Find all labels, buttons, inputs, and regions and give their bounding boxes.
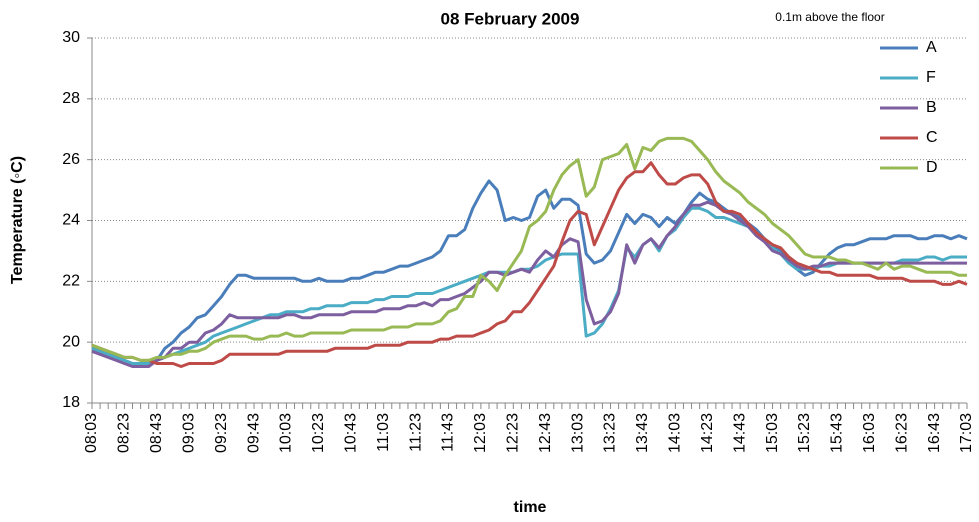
x-tick-label: 12:03 xyxy=(472,413,489,453)
x-tick-label: 11:03 xyxy=(375,413,392,452)
legend-swatch xyxy=(880,166,918,170)
x-axis-label: time xyxy=(514,499,547,516)
legend-swatch xyxy=(880,136,918,140)
chart-subtitle: 0.1m above the floor xyxy=(775,10,884,24)
x-tick-label: 17:03 xyxy=(958,413,975,453)
x-tick-label: 08:43 xyxy=(148,413,165,453)
series-line xyxy=(91,206,967,365)
x-tick-label: 16:23 xyxy=(893,413,910,453)
x-tick-label: 15:03 xyxy=(764,413,781,453)
x-tick-label: 13:03 xyxy=(569,413,586,453)
y-tick-label: 28 xyxy=(62,90,80,107)
y-tick-label: 22 xyxy=(62,273,80,290)
x-tick-label: 12:23 xyxy=(505,413,522,453)
y-tick-label: 24 xyxy=(62,212,80,229)
x-tick-label: 11:43 xyxy=(440,413,457,452)
legend-label: A xyxy=(926,39,937,56)
y-tick-label: 18 xyxy=(62,394,80,411)
x-tick-label: 16:03 xyxy=(861,413,878,453)
x-tick-label: 13:23 xyxy=(602,413,619,453)
y-axis-label: Temperature (◦C) xyxy=(9,156,26,284)
series-line xyxy=(91,136,967,362)
x-tick-label: 10:03 xyxy=(278,413,295,453)
series-line xyxy=(91,161,968,368)
y-tick-label: 30 xyxy=(62,29,80,46)
x-tick-label: 09:03 xyxy=(180,413,197,453)
legend-label: F xyxy=(926,69,936,86)
legend-label: B xyxy=(926,99,937,116)
x-tick-label: 16:43 xyxy=(926,413,943,453)
y-tick-label: 26 xyxy=(62,151,80,168)
legend-swatch xyxy=(880,106,918,110)
series-line xyxy=(91,200,967,368)
series-line xyxy=(91,179,968,365)
x-tick-label: 15:23 xyxy=(796,413,813,453)
x-tick-label: 14:23 xyxy=(699,413,716,453)
x-tick-label: 09:23 xyxy=(213,413,230,453)
x-tick-label: 14:43 xyxy=(731,413,748,453)
x-tick-label: 15:43 xyxy=(829,413,846,453)
legend-swatch xyxy=(880,46,918,50)
legend-swatch xyxy=(880,76,918,80)
x-tick-label: 08:03 xyxy=(83,413,100,453)
x-tick-label: 12:43 xyxy=(537,413,554,453)
x-tick-label: 14:03 xyxy=(667,413,684,453)
x-tick-label: 10:23 xyxy=(310,413,327,453)
x-tick-label: 13:43 xyxy=(634,413,651,453)
x-tick-label: 09:43 xyxy=(245,413,262,453)
x-tick-label: 08:23 xyxy=(116,413,133,453)
x-tick-label: 11:23 xyxy=(407,413,424,452)
chart-title: 08 February 2009 xyxy=(441,9,580,28)
x-tick-label: 10:43 xyxy=(342,413,359,453)
legend-label: D xyxy=(926,159,938,176)
y-tick-label: 20 xyxy=(62,333,80,350)
legend-label: C xyxy=(926,129,938,146)
